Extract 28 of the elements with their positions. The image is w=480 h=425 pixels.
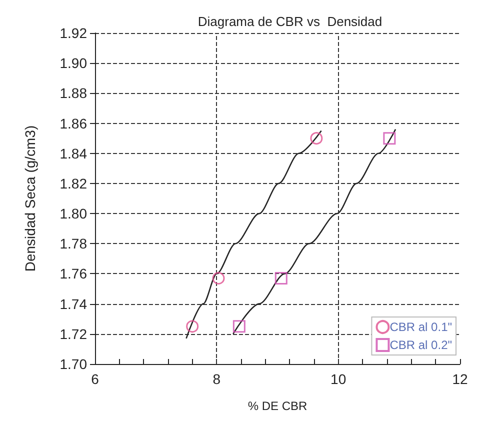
y-tick-label: 1.82 bbox=[60, 175, 88, 192]
y-tick-label: 1.78 bbox=[60, 236, 88, 252]
x-axis-title: % DE CBR bbox=[248, 399, 308, 413]
y-tick-label: 1.90 bbox=[60, 55, 88, 72]
y-axis-title: Densidad Seca (g/cm3) bbox=[22, 125, 38, 272]
y-tick-label: 1.72 bbox=[60, 326, 88, 342]
point bbox=[274, 272, 288, 284]
x-tick-label: 8 bbox=[212, 371, 221, 387]
x-tick-label: 6 bbox=[91, 371, 100, 387]
y-tick-label: 1.84 bbox=[60, 145, 88, 162]
legend-label: CBR al 0.1" bbox=[390, 320, 452, 334]
point bbox=[383, 132, 396, 145]
y-tick-label: 1.92 bbox=[60, 25, 88, 41]
y-tick-label: 1.86 bbox=[60, 115, 88, 132]
y-tick-label: 1.70 bbox=[60, 356, 88, 372]
point bbox=[232, 320, 246, 333]
point bbox=[310, 132, 323, 145]
y-tick-label: 1.80 bbox=[60, 206, 88, 222]
y-tick-label: 1.76 bbox=[60, 266, 88, 282]
x-tick-label: 12 bbox=[452, 371, 468, 387]
x-tick-label: 10 bbox=[330, 371, 346, 387]
point bbox=[186, 320, 199, 333]
point bbox=[212, 272, 225, 284]
y-tick-label: 1.88 bbox=[60, 85, 88, 102]
line-series bbox=[186, 130, 322, 340]
legend-label: CBR al 0.2" bbox=[390, 338, 452, 352]
chart-title: Diagrama de CBR vs Densidad bbox=[198, 14, 382, 29]
y-tick-label: 1.74 bbox=[60, 296, 88, 312]
